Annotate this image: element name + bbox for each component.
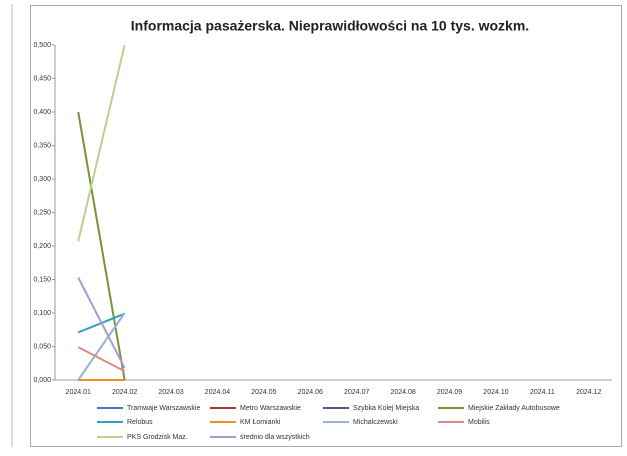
series-line bbox=[77, 44, 126, 242]
chart-frame bbox=[30, 5, 622, 447]
y-tick-label: 0,100 bbox=[33, 310, 51, 317]
x-tick-label: 2024.07 bbox=[344, 389, 369, 396]
series-line bbox=[77, 277, 126, 369]
x-tick-label: 2024.02 bbox=[112, 389, 137, 396]
series-line bbox=[77, 111, 126, 381]
x-tick-label: 2024.05 bbox=[251, 389, 276, 396]
legend-label: Mobilis bbox=[468, 419, 490, 426]
chart-title: Informacja pasażerska. Nieprawidłowości … bbox=[131, 18, 529, 34]
series-line bbox=[77, 346, 126, 373]
legend-label: Relobus bbox=[127, 419, 153, 426]
legend-label: Szybka Kolej Miejska bbox=[353, 405, 419, 412]
x-tick-label: 2024.10 bbox=[483, 389, 508, 396]
y-tick-label: 0,400 bbox=[33, 109, 51, 116]
y-tick-label: 0,200 bbox=[33, 243, 51, 250]
y-tick-label: 0,250 bbox=[33, 209, 51, 216]
x-tick-label: 2024.04 bbox=[205, 389, 230, 396]
legend-label: KM Łomianki bbox=[240, 419, 281, 426]
y-tick-label: 0,300 bbox=[33, 176, 51, 183]
y-tick-label: 0,450 bbox=[33, 75, 51, 82]
y-tick-label: 0,050 bbox=[33, 343, 51, 350]
legend-label: średnio dla wszystkich bbox=[240, 434, 310, 441]
y-tick-label: 0,500 bbox=[33, 42, 51, 49]
x-tick-label: 2024.06 bbox=[298, 389, 323, 396]
x-tick-label: 2024.01 bbox=[66, 389, 91, 396]
x-tick-label: 2024.03 bbox=[158, 389, 183, 396]
legend-label: Michalczewski bbox=[353, 419, 398, 426]
legend-label: Metro Warszawskie bbox=[240, 405, 301, 412]
y-tick-label: 0,150 bbox=[33, 276, 51, 283]
y-tick-label: 0,350 bbox=[33, 142, 51, 149]
x-tick-label: 2024.08 bbox=[390, 389, 415, 396]
x-tick-label: 2024.09 bbox=[437, 389, 462, 396]
legend-label: Tramwaje Warszawskie bbox=[127, 405, 200, 412]
x-tick-label: 2024.11 bbox=[530, 389, 555, 396]
legend-label: Miejskie Zakłady Autobusowe bbox=[468, 405, 560, 412]
series-line bbox=[77, 312, 126, 381]
y-tick-label: 0,000 bbox=[33, 377, 51, 384]
x-tick-label: 2024.12 bbox=[576, 389, 601, 396]
legend-label: PKS Grodzisk Maz. bbox=[127, 434, 188, 441]
